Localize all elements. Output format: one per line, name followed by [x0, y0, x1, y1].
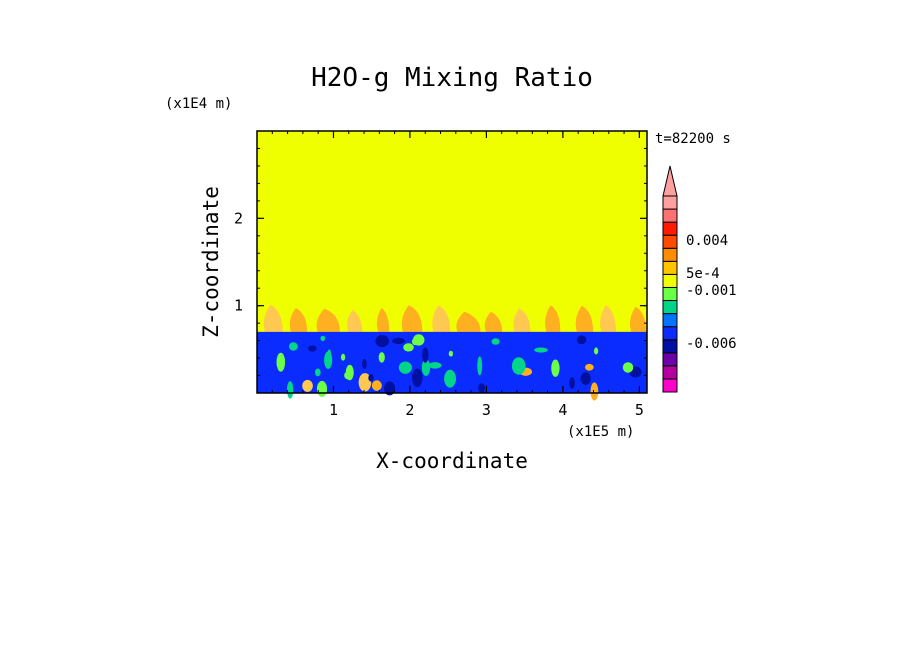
turbulent-patch	[478, 383, 485, 394]
turbulent-patch	[286, 381, 294, 399]
turbulent-patch	[358, 373, 372, 392]
turbulent-patch	[308, 345, 317, 352]
plot-frame	[256, 130, 648, 394]
turbulent-patch	[477, 356, 483, 376]
turbulent-patch	[584, 363, 594, 371]
turbulent-patch	[371, 380, 382, 391]
turbulent-patch	[378, 352, 385, 363]
turbulent-patch	[511, 357, 526, 375]
plume-patch	[600, 305, 617, 332]
x-axis: 1 2 3 4 5	[271, 131, 644, 419]
turbulent-patch	[302, 379, 313, 392]
plume-patch	[629, 306, 647, 332]
turbulent-patch	[340, 353, 346, 361]
y-scale-label: (x1E4 m)	[165, 96, 232, 112]
colorbar-segment	[662, 234, 678, 249]
colorbar-segment	[662, 378, 678, 393]
colorbar-segment	[662, 273, 678, 288]
turbulent-patch	[428, 362, 442, 369]
turbulent-patch	[412, 368, 423, 388]
plume-patch	[401, 305, 423, 332]
colorbar-segment	[662, 195, 678, 210]
turbulent-patch	[320, 335, 326, 342]
x-tick-label: 5	[635, 401, 644, 419]
plume-patch	[289, 307, 308, 332]
turbulent-patch	[580, 372, 591, 385]
plume-patch	[316, 308, 340, 332]
turbulent-patch	[375, 334, 389, 348]
chart-title: H2O-g Mixing Ratio	[311, 63, 593, 93]
turbulent-patch	[448, 350, 454, 357]
colorbar-label: 0.004	[686, 233, 728, 249]
x-scale-label: (x1E5 m)	[567, 424, 634, 440]
turbulent-patch	[421, 359, 431, 376]
colorbar-segment	[662, 286, 678, 302]
turbulent-patch	[314, 368, 321, 377]
turbulent-patch	[403, 343, 414, 352]
x-tick-label: 4	[558, 401, 567, 419]
y-axis-label: Z-coordinate	[199, 186, 223, 338]
turbulent-patch	[392, 337, 405, 344]
colorbar-segment	[662, 260, 678, 275]
turbulent-patch	[316, 380, 328, 397]
colorbar-segment	[662, 326, 678, 341]
plume-patch	[456, 311, 481, 332]
x-axis-label: X-coordinate	[376, 449, 528, 473]
turbulent-patch	[398, 361, 412, 374]
colorbar-segment	[662, 365, 678, 380]
plot-area	[257, 131, 647, 401]
colorbar-label: 5e-4	[686, 266, 720, 282]
colorbar-labels: 0.004 5e-4-0.001 -0.006	[686, 233, 737, 352]
time-label: t=82200 s	[655, 131, 731, 147]
colorbar-label: -0.006	[686, 336, 737, 352]
colorbar-segment	[662, 339, 678, 354]
turbulent-patch	[491, 338, 500, 345]
plume-patch	[545, 305, 561, 332]
y-axis: 12	[234, 147, 647, 377]
colorbar-segment	[662, 313, 678, 328]
y-tick-label: 2	[234, 209, 243, 227]
turbulent-patch	[288, 342, 298, 351]
colorbar-segment	[662, 247, 678, 262]
x-tick-label: 3	[482, 401, 491, 419]
turbulent-patch	[422, 347, 429, 363]
turbulent-patch	[444, 369, 456, 388]
plume-patch	[484, 311, 503, 332]
turbulent-patch	[534, 347, 548, 353]
x-tick-label: 1	[329, 401, 338, 419]
turbulent-patch	[551, 359, 560, 377]
colorbar-extend-arrow	[662, 165, 678, 197]
turbulent-patch	[276, 352, 286, 372]
turbulent-patch	[324, 351, 333, 369]
y-tick-label: 1	[234, 297, 243, 315]
turbulent-patch	[344, 371, 354, 380]
turbulent-patch	[622, 362, 634, 373]
turbulent-patch	[368, 374, 374, 382]
turbulent-patch	[384, 381, 396, 396]
turbulent-patch	[362, 358, 367, 369]
colorbar-label: -0.001	[686, 283, 737, 299]
plume-patch	[346, 310, 363, 332]
plume-patch	[513, 308, 531, 332]
turbulent-patch	[569, 376, 575, 389]
colorbar-segment	[662, 300, 678, 315]
turbulent-patch	[411, 338, 419, 346]
turbulent-patch	[590, 382, 599, 401]
plume-patch	[432, 305, 451, 332]
plume-patch	[575, 305, 594, 332]
colorbar-segment	[662, 208, 678, 223]
plume-patch	[376, 307, 390, 332]
turbulent-patch	[577, 335, 587, 345]
colorbar	[662, 165, 678, 393]
x-tick-label: 2	[405, 401, 414, 419]
colorbar-segment	[662, 221, 678, 236]
plume-patch	[263, 304, 283, 332]
colorbar-segment	[662, 352, 678, 367]
turbulent-patch	[593, 347, 599, 355]
